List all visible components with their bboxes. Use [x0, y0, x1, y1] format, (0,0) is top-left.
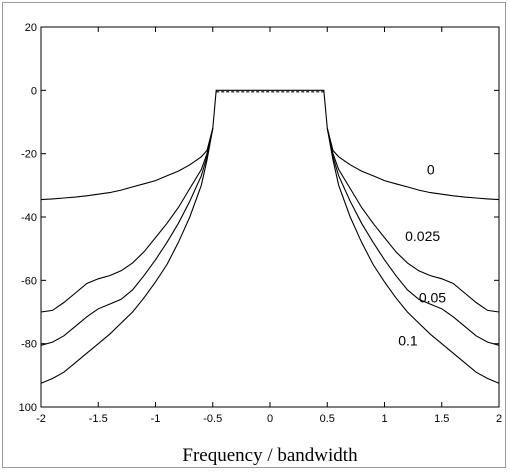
series-label: 0.025 — [405, 228, 440, 244]
series-labels: 0 0.025 0.05 0.1 — [398, 161, 446, 348]
ticks: -2 -1.5 -1 -0.5 0 0.5 1 1.5 2 20 0 -20 -40 -60 -80 100 — [19, 22, 502, 425]
y-tick-label: -60 — [21, 275, 37, 287]
series-line-right — [326, 128, 500, 201]
series-line-left — [40, 128, 214, 346]
series-line-right — [326, 128, 500, 313]
figure-frame: -2 -1.5 -1 -0.5 0 0.5 1 1.5 2 20 0 -20 -40 -60 -80 100 … — [2, 2, 506, 468]
x-tick-label: 1 — [381, 413, 387, 425]
x-axis-label: Frequency / bandwidth — [182, 445, 358, 466]
series-label: 0 — [427, 161, 435, 177]
y-tick-label: 0 — [31, 85, 37, 97]
plot-area — [40, 26, 500, 408]
y-tick-label: -80 — [21, 339, 37, 351]
y-tick-label: -20 — [21, 149, 37, 161]
x-tick-label: -2 — [36, 413, 46, 425]
series-line-left — [40, 128, 214, 384]
x-tick-label: 0.5 — [320, 413, 335, 425]
response-chart: -2 -1.5 -1 -0.5 0 0.5 1 1.5 2200-20-40-60-80100 … — [19, 22, 502, 466]
passband-line — [212, 89, 328, 129]
series-line-right — [326, 128, 500, 346]
series-label: 0.05 — [419, 290, 446, 306]
series-line-right — [326, 128, 500, 384]
series-line-left — [40, 128, 214, 201]
x-tick-label: 2 — [496, 413, 502, 425]
x-tick-label: 1.5 — [434, 413, 449, 425]
plot-border — [40, 26, 500, 408]
series-line-left — [40, 128, 214, 313]
y-tick-label: 20 — [25, 22, 37, 34]
y-tick-label: 100 — [19, 402, 37, 414]
x-tick-label: -1 — [151, 413, 161, 425]
curves — [40, 89, 500, 384]
x-tick-label: -0.5 — [203, 413, 222, 425]
y-tick-label: -40 — [21, 212, 37, 224]
x-tick-label: -1.5 — [89, 413, 108, 425]
x-tick-label: 0 — [267, 413, 273, 425]
series-label: 0.1 — [398, 332, 418, 348]
